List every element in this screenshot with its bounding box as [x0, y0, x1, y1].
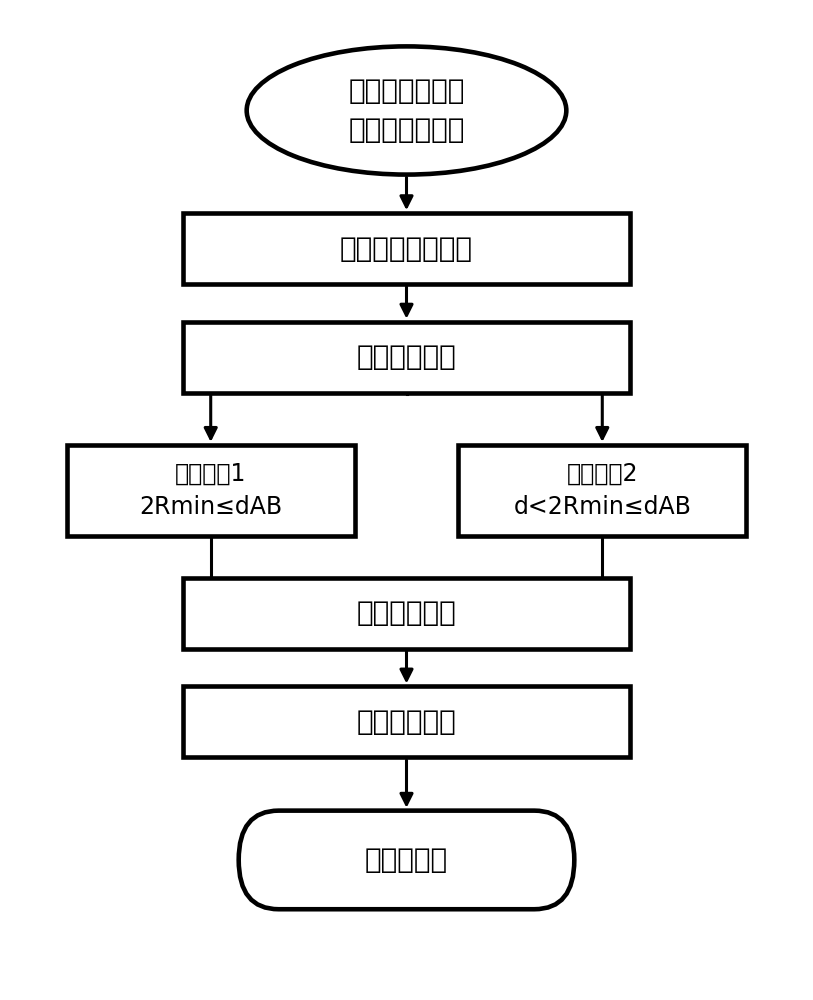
FancyBboxPatch shape — [459, 445, 746, 536]
Text: 规划转弯航迹: 规划转弯航迹 — [357, 708, 456, 736]
FancyBboxPatch shape — [239, 811, 574, 909]
Text: 输出航程点: 输出航程点 — [365, 846, 448, 874]
Text: 输入任务、载荷
参数、飞机参数: 输入任务、载荷 参数、飞机参数 — [348, 77, 465, 144]
FancyBboxPatch shape — [183, 686, 630, 757]
FancyBboxPatch shape — [183, 322, 630, 393]
Text: 转弯策略2
d<2Rmin≤dAB: 转弯策略2 d<2Rmin≤dAB — [513, 461, 691, 519]
Ellipse shape — [246, 46, 567, 175]
Text: 求解最小转弯半径: 求解最小转弯半径 — [340, 235, 473, 263]
Text: 转弯策略1
2Rmin≤dAB: 转弯策略1 2Rmin≤dAB — [139, 461, 282, 519]
FancyBboxPatch shape — [183, 213, 630, 284]
Text: 选择转弯策略: 选择转弯策略 — [357, 599, 456, 627]
Text: 求解航带间距: 求解航带间距 — [357, 343, 456, 371]
FancyBboxPatch shape — [183, 578, 630, 649]
FancyBboxPatch shape — [67, 445, 354, 536]
